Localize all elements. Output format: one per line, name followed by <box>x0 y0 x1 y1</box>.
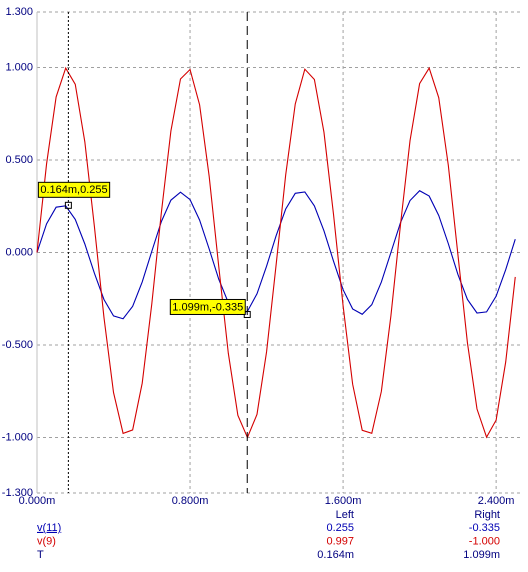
table-header: Right <box>474 509 500 521</box>
cursor-tag-box <box>169 298 246 315</box>
cursor-tag-text: 1.099m,-0.335 <box>172 301 243 313</box>
waveform <box>36 66 516 439</box>
table-header: Left <box>336 509 354 521</box>
y-tick-label: 0.000 <box>5 246 33 258</box>
trace-name: T <box>37 549 44 561</box>
cursor-tag: 1.099m,-0.335 <box>169 298 246 315</box>
y-tick-label: 1.000 <box>5 61 33 73</box>
cursor-value: 0.164m <box>317 549 354 561</box>
waveform <box>36 190 516 320</box>
trace-name: v(11) <box>37 522 61 534</box>
cursor-value: -0.335 <box>469 522 500 534</box>
x-tick-label: 1.600m <box>325 495 362 507</box>
cursor-tag: 0.164m,0.255 <box>37 181 111 198</box>
y-tick-label: 0.500 <box>5 154 33 166</box>
cursor-value: 0.255 <box>326 522 354 534</box>
trace-name: v(9) <box>37 535 56 547</box>
x-tick-label: 2.400m <box>478 495 515 507</box>
cursor-value: 0.997 <box>326 535 354 547</box>
cursor-value: -1.000 <box>469 535 500 547</box>
y-tick-label: -0.500 <box>2 339 33 351</box>
x-tick-label: 0.800m <box>172 495 209 507</box>
y-tick-label: -1.000 <box>2 431 33 443</box>
cursor-marker <box>64 201 72 209</box>
cursor-tag-box <box>37 181 111 198</box>
x-tick-label: 0.000m <box>19 495 56 507</box>
y-tick-label: 1.300 <box>5 6 33 18</box>
cursor-value: 1.099m <box>463 549 500 561</box>
y-tick-label: -1.300 <box>2 487 33 499</box>
cursor-tag-text: 0.164m,0.255 <box>40 184 107 196</box>
